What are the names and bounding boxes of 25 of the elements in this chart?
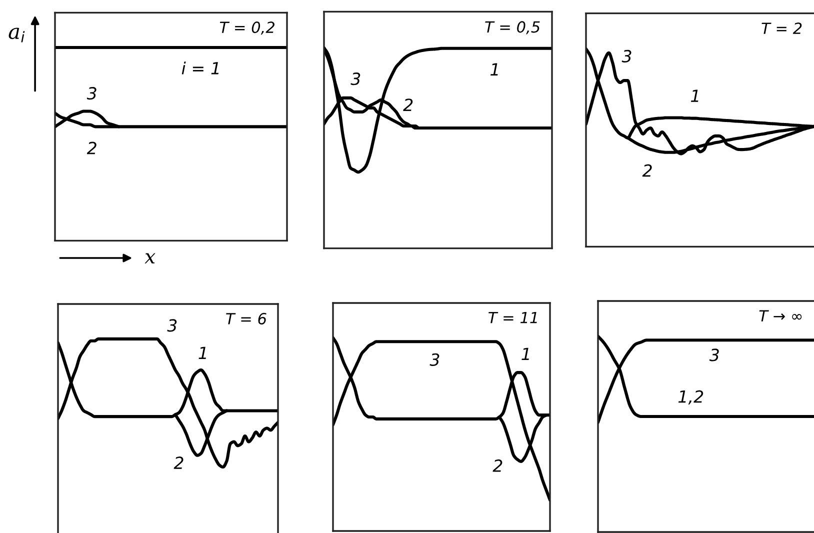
series-label: 3 bbox=[622, 50, 632, 62]
series-label: 1 bbox=[690, 90, 698, 102]
chart-title: T = 11 bbox=[488, 312, 537, 324]
series-label: 1 bbox=[490, 63, 498, 76]
series-label: 2 bbox=[174, 456, 184, 469]
series-label: 2 bbox=[403, 98, 413, 111]
series-label: 3 bbox=[430, 353, 440, 366]
series-label: i = 1 bbox=[182, 62, 219, 74]
series-label: 2 bbox=[86, 142, 96, 154]
chart-title: T → ∞ bbox=[759, 310, 802, 322]
x-axis-title: x bbox=[144, 253, 156, 264]
series-label: 1 bbox=[198, 346, 206, 359]
series-label: 2 bbox=[492, 459, 502, 472]
series-label: 3 bbox=[350, 72, 360, 86]
y-axis-title: a$_{i}$ bbox=[8, 28, 25, 42]
chart-title: T = 2 bbox=[762, 22, 802, 34]
series-label: 3 bbox=[167, 319, 177, 332]
chart-title: T = 6 bbox=[226, 312, 266, 324]
series-label: 3 bbox=[86, 87, 96, 100]
series-label: 1 bbox=[522, 348, 529, 360]
chart-title: T = 0,2 bbox=[220, 22, 274, 35]
series-label: 3 bbox=[709, 348, 719, 362]
chart-title: T = 0,5 bbox=[485, 21, 540, 34]
series-label: 2 bbox=[642, 164, 652, 177]
series-label: 1,2 bbox=[678, 390, 704, 405]
